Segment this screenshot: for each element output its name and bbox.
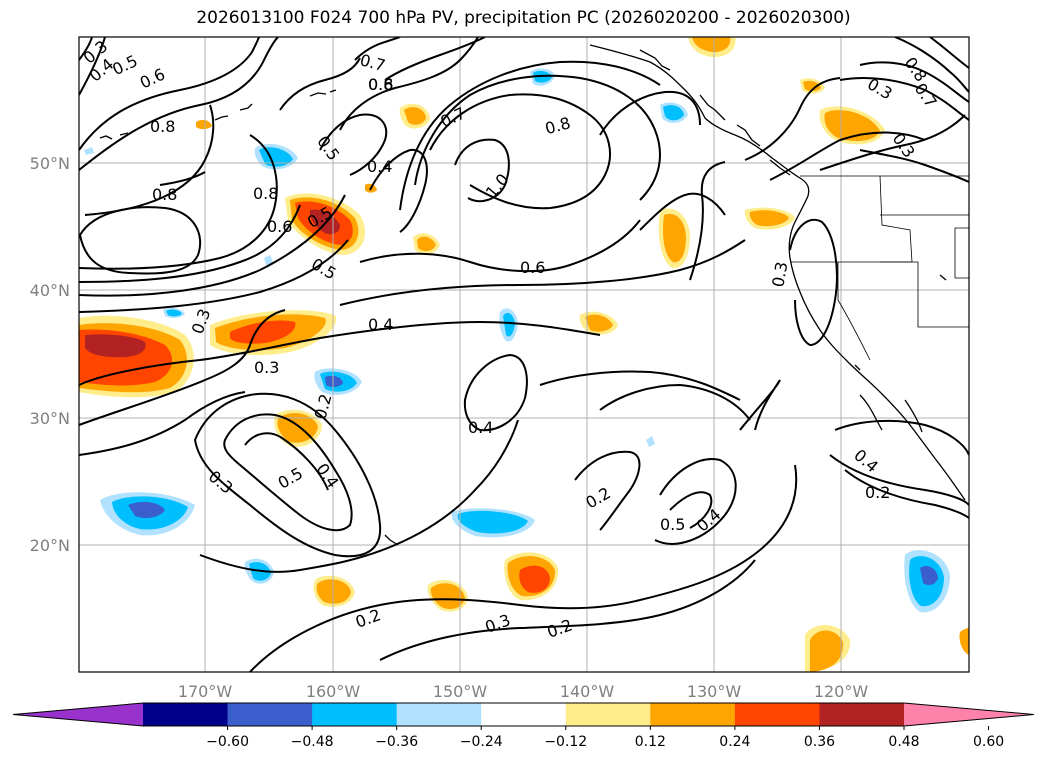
contour-label: 0.5 xyxy=(313,132,343,164)
contour-label: 0.2 xyxy=(311,392,336,422)
contour-label: 0.7 xyxy=(437,103,468,131)
lat-label-30n: 30°N xyxy=(30,409,70,428)
colorbar-tick-label: 0.12 xyxy=(635,734,666,750)
map-gridlines xyxy=(79,37,969,672)
contour-label: 0.4 xyxy=(367,157,392,176)
contour-label: 0.6 xyxy=(520,258,545,277)
political-borders xyxy=(790,175,969,361)
contour-label: 0.6 xyxy=(267,217,292,236)
pv-contours xyxy=(79,37,969,672)
contour-label: 0.3 xyxy=(205,467,237,498)
colorbar-tick-label: −0.12 xyxy=(544,734,587,750)
contour-label: 0.2 xyxy=(353,605,383,632)
colorbar-segment xyxy=(819,703,905,726)
lat-label-50n: 50°N xyxy=(30,154,70,173)
map-title: 2026013100 F024 700 hPa PV, precipitatio… xyxy=(196,8,851,28)
contour-label: 0.4 xyxy=(312,460,342,492)
contour-label: 0.5 xyxy=(275,463,307,492)
colorbar-tick-label: 0.36 xyxy=(804,734,835,750)
colorbar-segment xyxy=(650,703,736,726)
colorbar-outline xyxy=(12,702,1035,727)
precipitation-positive-areas xyxy=(79,37,969,672)
contour-label: 0.7 xyxy=(358,50,388,75)
lon-label-140w: 140°W xyxy=(560,682,615,701)
contour-label: 0.6 xyxy=(368,75,393,94)
contour-label: 0.8 xyxy=(543,113,573,138)
contour-label: 0.8 xyxy=(253,184,278,203)
lon-label-150w: 150°W xyxy=(433,682,488,701)
map-frame xyxy=(78,36,970,673)
colorbar-segment xyxy=(396,703,482,726)
contour-label: 0.6 xyxy=(137,64,168,92)
colorbar-tick-label: −0.24 xyxy=(460,734,503,750)
contour-label: 0.8 xyxy=(150,117,175,136)
colorbar-tick-label: −0.60 xyxy=(206,734,249,750)
contour-label: 0.5 xyxy=(660,515,685,534)
contour-label: 0.8 xyxy=(368,75,393,94)
lon-label-120w: 120°W xyxy=(814,682,869,701)
coastlines xyxy=(99,44,966,546)
colorbar-segment xyxy=(734,703,820,726)
colorbar-segment xyxy=(312,703,398,726)
lat-label-20n: 20°N xyxy=(30,536,70,555)
lon-label-130w: 130°W xyxy=(687,682,742,701)
colorbar-tick-label: −0.36 xyxy=(375,734,418,750)
contour-label: 0.3 xyxy=(768,260,791,288)
colorbar-tick-label: −0.48 xyxy=(291,734,334,750)
contour-label: 0.4 xyxy=(693,505,725,536)
colorbar-tick-label: 0.48 xyxy=(888,734,919,750)
colorbar-extend-low xyxy=(13,703,143,726)
colorbar-extend-high xyxy=(904,703,1034,726)
colorbar-segment xyxy=(143,703,229,726)
colorbar-tick-label: 0.60 xyxy=(973,734,1004,750)
colorbar-segment xyxy=(227,703,313,726)
contour-label: 0.2 xyxy=(545,615,575,642)
latitude-labels: 50°N 40°N 30°N 20°N xyxy=(30,154,70,555)
contour-label: 0.5 xyxy=(308,254,340,283)
contour-label: 0.3 xyxy=(483,610,513,637)
colorbar-segment xyxy=(481,703,567,726)
contour-label: 0.4 xyxy=(368,315,393,334)
map-plot-area: 0.3 0.4 0.5 0.6 0.7 0.8 0.5 0.6 0.8 0.8 … xyxy=(79,37,969,672)
contour-label: 0.4 xyxy=(850,445,882,476)
colorbar: −0.60 −0.48 −0.36 −0.24 −0.12 0.12 0.24 0.36 0.4… xyxy=(12,702,1035,750)
contour-label: 0.4 xyxy=(468,418,493,437)
lon-label-170w: 170°W xyxy=(178,682,233,701)
colorbar-segment xyxy=(565,703,651,726)
longitude-labels: 170°W 160°W 150°W 140°W 130°W 120°W xyxy=(178,682,869,701)
contour-label: 0.2 xyxy=(865,483,890,502)
colorbar-tick-label: 0.24 xyxy=(719,734,750,750)
lon-label-160w: 160°W xyxy=(306,682,361,701)
lat-label-40n: 40°N xyxy=(30,281,70,300)
contour-label: 0.3 xyxy=(254,358,279,377)
contour-label: 0.8 xyxy=(152,185,177,204)
